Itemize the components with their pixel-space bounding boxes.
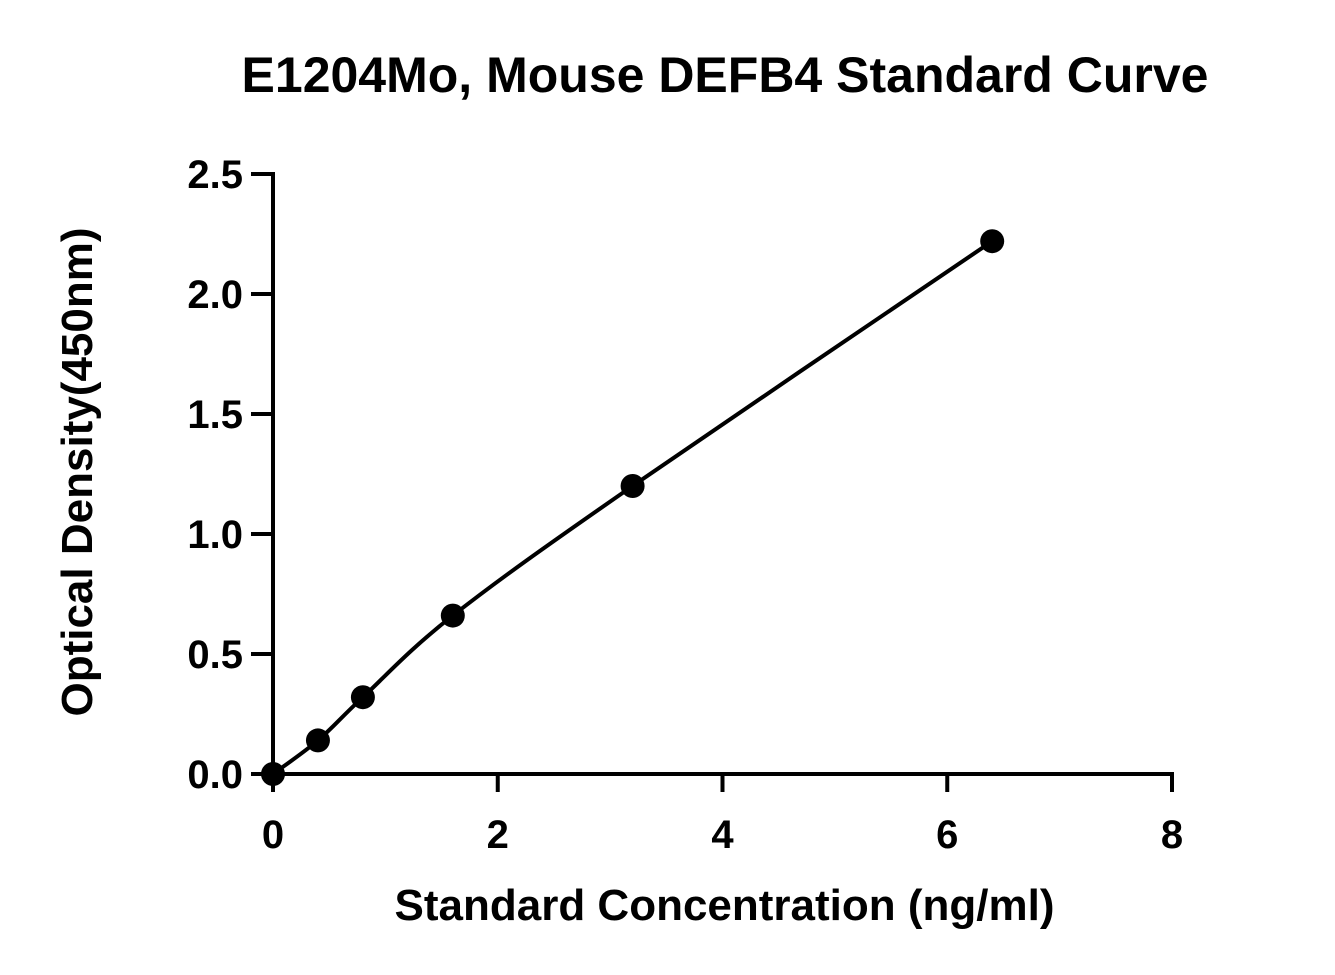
x-tick-label: 2 bbox=[487, 813, 509, 857]
chart-title: E1204Mo, Mouse DEFB4 Standard Curve bbox=[241, 47, 1209, 103]
y-tick-label: 2.5 bbox=[187, 153, 243, 197]
y-tick-label: 1.5 bbox=[187, 393, 243, 437]
y-axis-label: Optical Density(450nm) bbox=[53, 227, 102, 716]
data-point bbox=[440, 603, 465, 628]
y-tick-label: 1.0 bbox=[187, 513, 243, 557]
data-point bbox=[305, 728, 330, 753]
data-points bbox=[261, 229, 1005, 786]
y-tick-label: 2.0 bbox=[187, 273, 243, 317]
axes bbox=[271, 172, 1174, 776]
data-point bbox=[261, 762, 285, 786]
y-tick-label: 0.0 bbox=[187, 753, 243, 797]
x-tick-label: 6 bbox=[936, 813, 958, 857]
x-tick-label: 0 bbox=[262, 813, 284, 857]
fit-curve bbox=[271, 239, 994, 776]
x-tick-label: 8 bbox=[1161, 813, 1183, 857]
y-axis-ticks: 0.0 0.5 1.0 1.5 2.0 2.5 bbox=[187, 153, 273, 797]
x-axis-label: Standard Concentration (ng/ml) bbox=[395, 881, 1055, 930]
y-tick-label: 0.5 bbox=[187, 633, 243, 677]
data-point bbox=[980, 229, 1005, 254]
data-point bbox=[350, 685, 375, 710]
x-axis-ticks: 0 2 4 6 8 bbox=[262, 774, 1183, 857]
x-tick-label: 4 bbox=[711, 813, 734, 857]
data-point bbox=[620, 474, 645, 498]
